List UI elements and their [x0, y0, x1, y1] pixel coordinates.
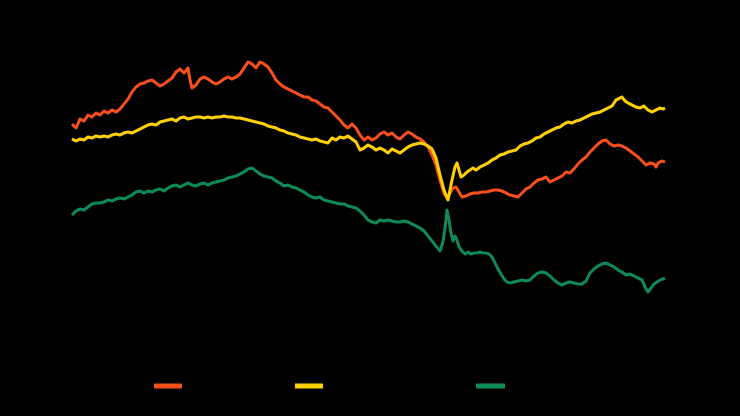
series-red-orange-line — [70, 60, 666, 200]
series-group — [70, 60, 666, 294]
series-yellow-line — [71, 95, 666, 202]
series-green-line — [70, 166, 666, 294]
